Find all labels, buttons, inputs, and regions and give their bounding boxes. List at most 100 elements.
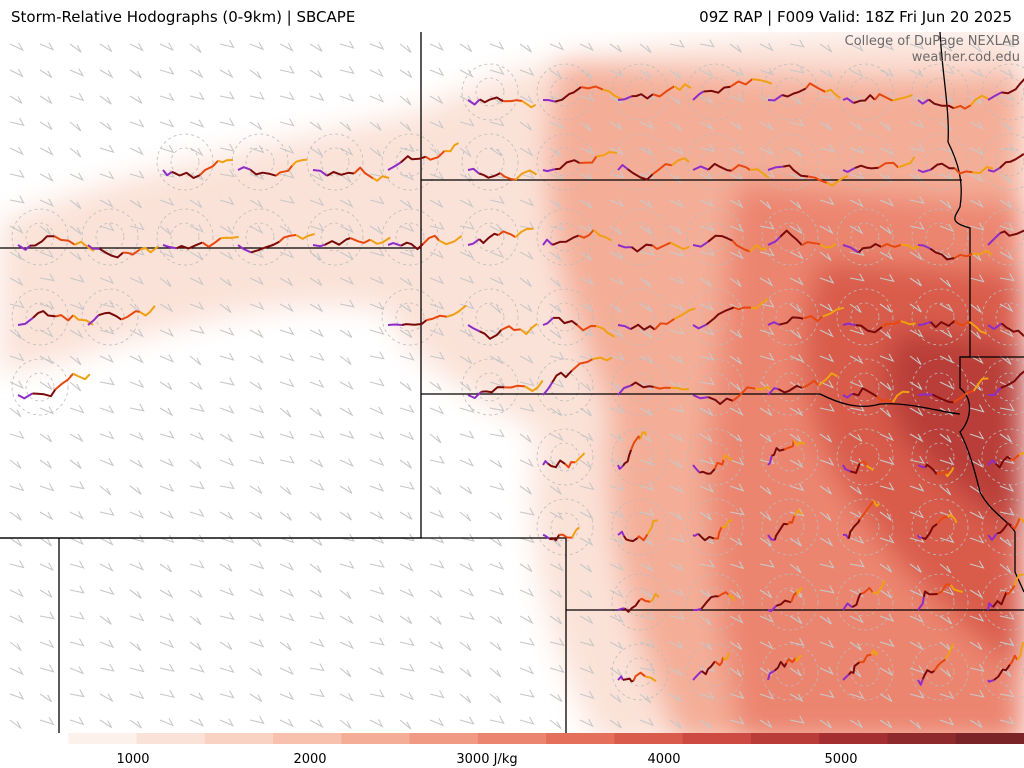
hodograph-trace xyxy=(99,247,124,259)
wind-barb xyxy=(999,251,1014,261)
wind-barb xyxy=(879,407,892,418)
hodograph-trace xyxy=(520,323,538,336)
hodograph-trace xyxy=(778,316,804,326)
wind-barb xyxy=(249,199,264,209)
wind-barb xyxy=(549,42,565,51)
wind-barb xyxy=(729,381,742,392)
wind-barb xyxy=(249,588,265,597)
wind-barb xyxy=(879,613,895,622)
wind-barb xyxy=(909,641,924,651)
wind-barb xyxy=(459,221,475,230)
wind-barb xyxy=(189,560,205,569)
wind-barb xyxy=(279,511,292,521)
wind-barb xyxy=(759,433,772,443)
wind-barb xyxy=(279,195,295,204)
hodograph-ring xyxy=(925,372,955,402)
hodograph-ring xyxy=(981,133,1024,191)
wind-barb xyxy=(369,121,382,131)
wind-barb xyxy=(939,94,954,104)
wind-barb xyxy=(819,666,835,676)
hodograph-trace xyxy=(571,526,580,539)
wind-barb xyxy=(429,485,442,495)
wind-barb xyxy=(339,458,355,468)
wind-barb xyxy=(339,355,352,365)
wind-barb xyxy=(69,147,82,158)
wind-barb xyxy=(579,145,595,155)
wind-barb xyxy=(189,404,205,413)
wind-barb xyxy=(219,405,235,414)
hodograph-trace xyxy=(467,167,480,175)
wind-barb xyxy=(879,173,892,183)
wind-barb xyxy=(39,95,53,105)
wind-barb xyxy=(339,40,355,49)
hodograph-trace xyxy=(551,234,579,246)
hodograph-trace xyxy=(176,241,203,250)
wind-barb xyxy=(879,353,895,363)
hodograph-ring xyxy=(536,288,594,346)
wind-barb xyxy=(399,172,415,181)
wind-barb xyxy=(549,120,565,130)
hodograph-ring xyxy=(925,512,955,542)
colorbar-cell xyxy=(955,733,1024,744)
wind-barb xyxy=(9,719,22,729)
hodograph-trace xyxy=(917,168,932,173)
wind-barb xyxy=(129,589,142,599)
wind-barb xyxy=(369,719,384,728)
wind-barb xyxy=(669,404,685,413)
colorbar-cell xyxy=(409,733,479,744)
wind-barb xyxy=(99,199,114,208)
wind-barb xyxy=(879,225,892,235)
wind-barb xyxy=(909,510,925,519)
wind-barb xyxy=(339,329,353,338)
hodograph-trace xyxy=(324,237,351,246)
wind-barb xyxy=(669,69,682,80)
hodograph-ring xyxy=(686,428,744,486)
hodograph-trace xyxy=(295,232,315,240)
wind-barb xyxy=(879,589,892,599)
wind-barb xyxy=(429,120,445,129)
hodograph-trace xyxy=(1019,517,1024,525)
hodograph-ring xyxy=(836,208,894,266)
hodograph-trace xyxy=(792,440,806,447)
hodograph-trace xyxy=(312,243,326,248)
hodograph-trace xyxy=(387,323,402,326)
wind-barb xyxy=(39,562,55,572)
wind-barb xyxy=(549,719,562,730)
wind-barb xyxy=(129,276,145,285)
hodograph-ring xyxy=(775,222,805,252)
wind-barb xyxy=(819,121,832,131)
hodograph-trace xyxy=(842,97,855,104)
wind-barb xyxy=(39,225,52,236)
hodograph-trace xyxy=(602,88,622,100)
wind-barb xyxy=(819,403,835,412)
hodograph-trace xyxy=(1000,322,1024,337)
hodograph-trace xyxy=(401,319,428,326)
wind-barb xyxy=(669,562,684,572)
wind-barb xyxy=(219,40,235,49)
hodograph-ring xyxy=(700,512,730,542)
wind-barb xyxy=(519,485,532,495)
hodograph-ring xyxy=(461,288,519,346)
wind-barb xyxy=(459,301,475,310)
wind-barb xyxy=(189,325,205,335)
wind-barb xyxy=(969,719,983,728)
wind-barb xyxy=(879,274,895,283)
wind-barb xyxy=(549,485,562,495)
wind-barb xyxy=(99,171,115,180)
hodograph-ring xyxy=(461,208,519,266)
hodograph-trace xyxy=(859,653,872,664)
wind-barb xyxy=(339,430,355,440)
hodograph-trace xyxy=(592,229,612,242)
wind-barb xyxy=(279,666,295,676)
wind-barb xyxy=(459,612,475,621)
wind-barb xyxy=(729,43,742,53)
hodograph-ring xyxy=(11,288,69,346)
wind-barb xyxy=(39,589,53,598)
wind-barb xyxy=(789,65,805,74)
wind-barb xyxy=(279,613,295,622)
hodograph-trace xyxy=(630,435,642,451)
wind-barb xyxy=(879,68,895,78)
hodograph-trace xyxy=(467,324,480,333)
hodograph-trace xyxy=(818,372,839,387)
hodograph-trace xyxy=(692,670,703,681)
